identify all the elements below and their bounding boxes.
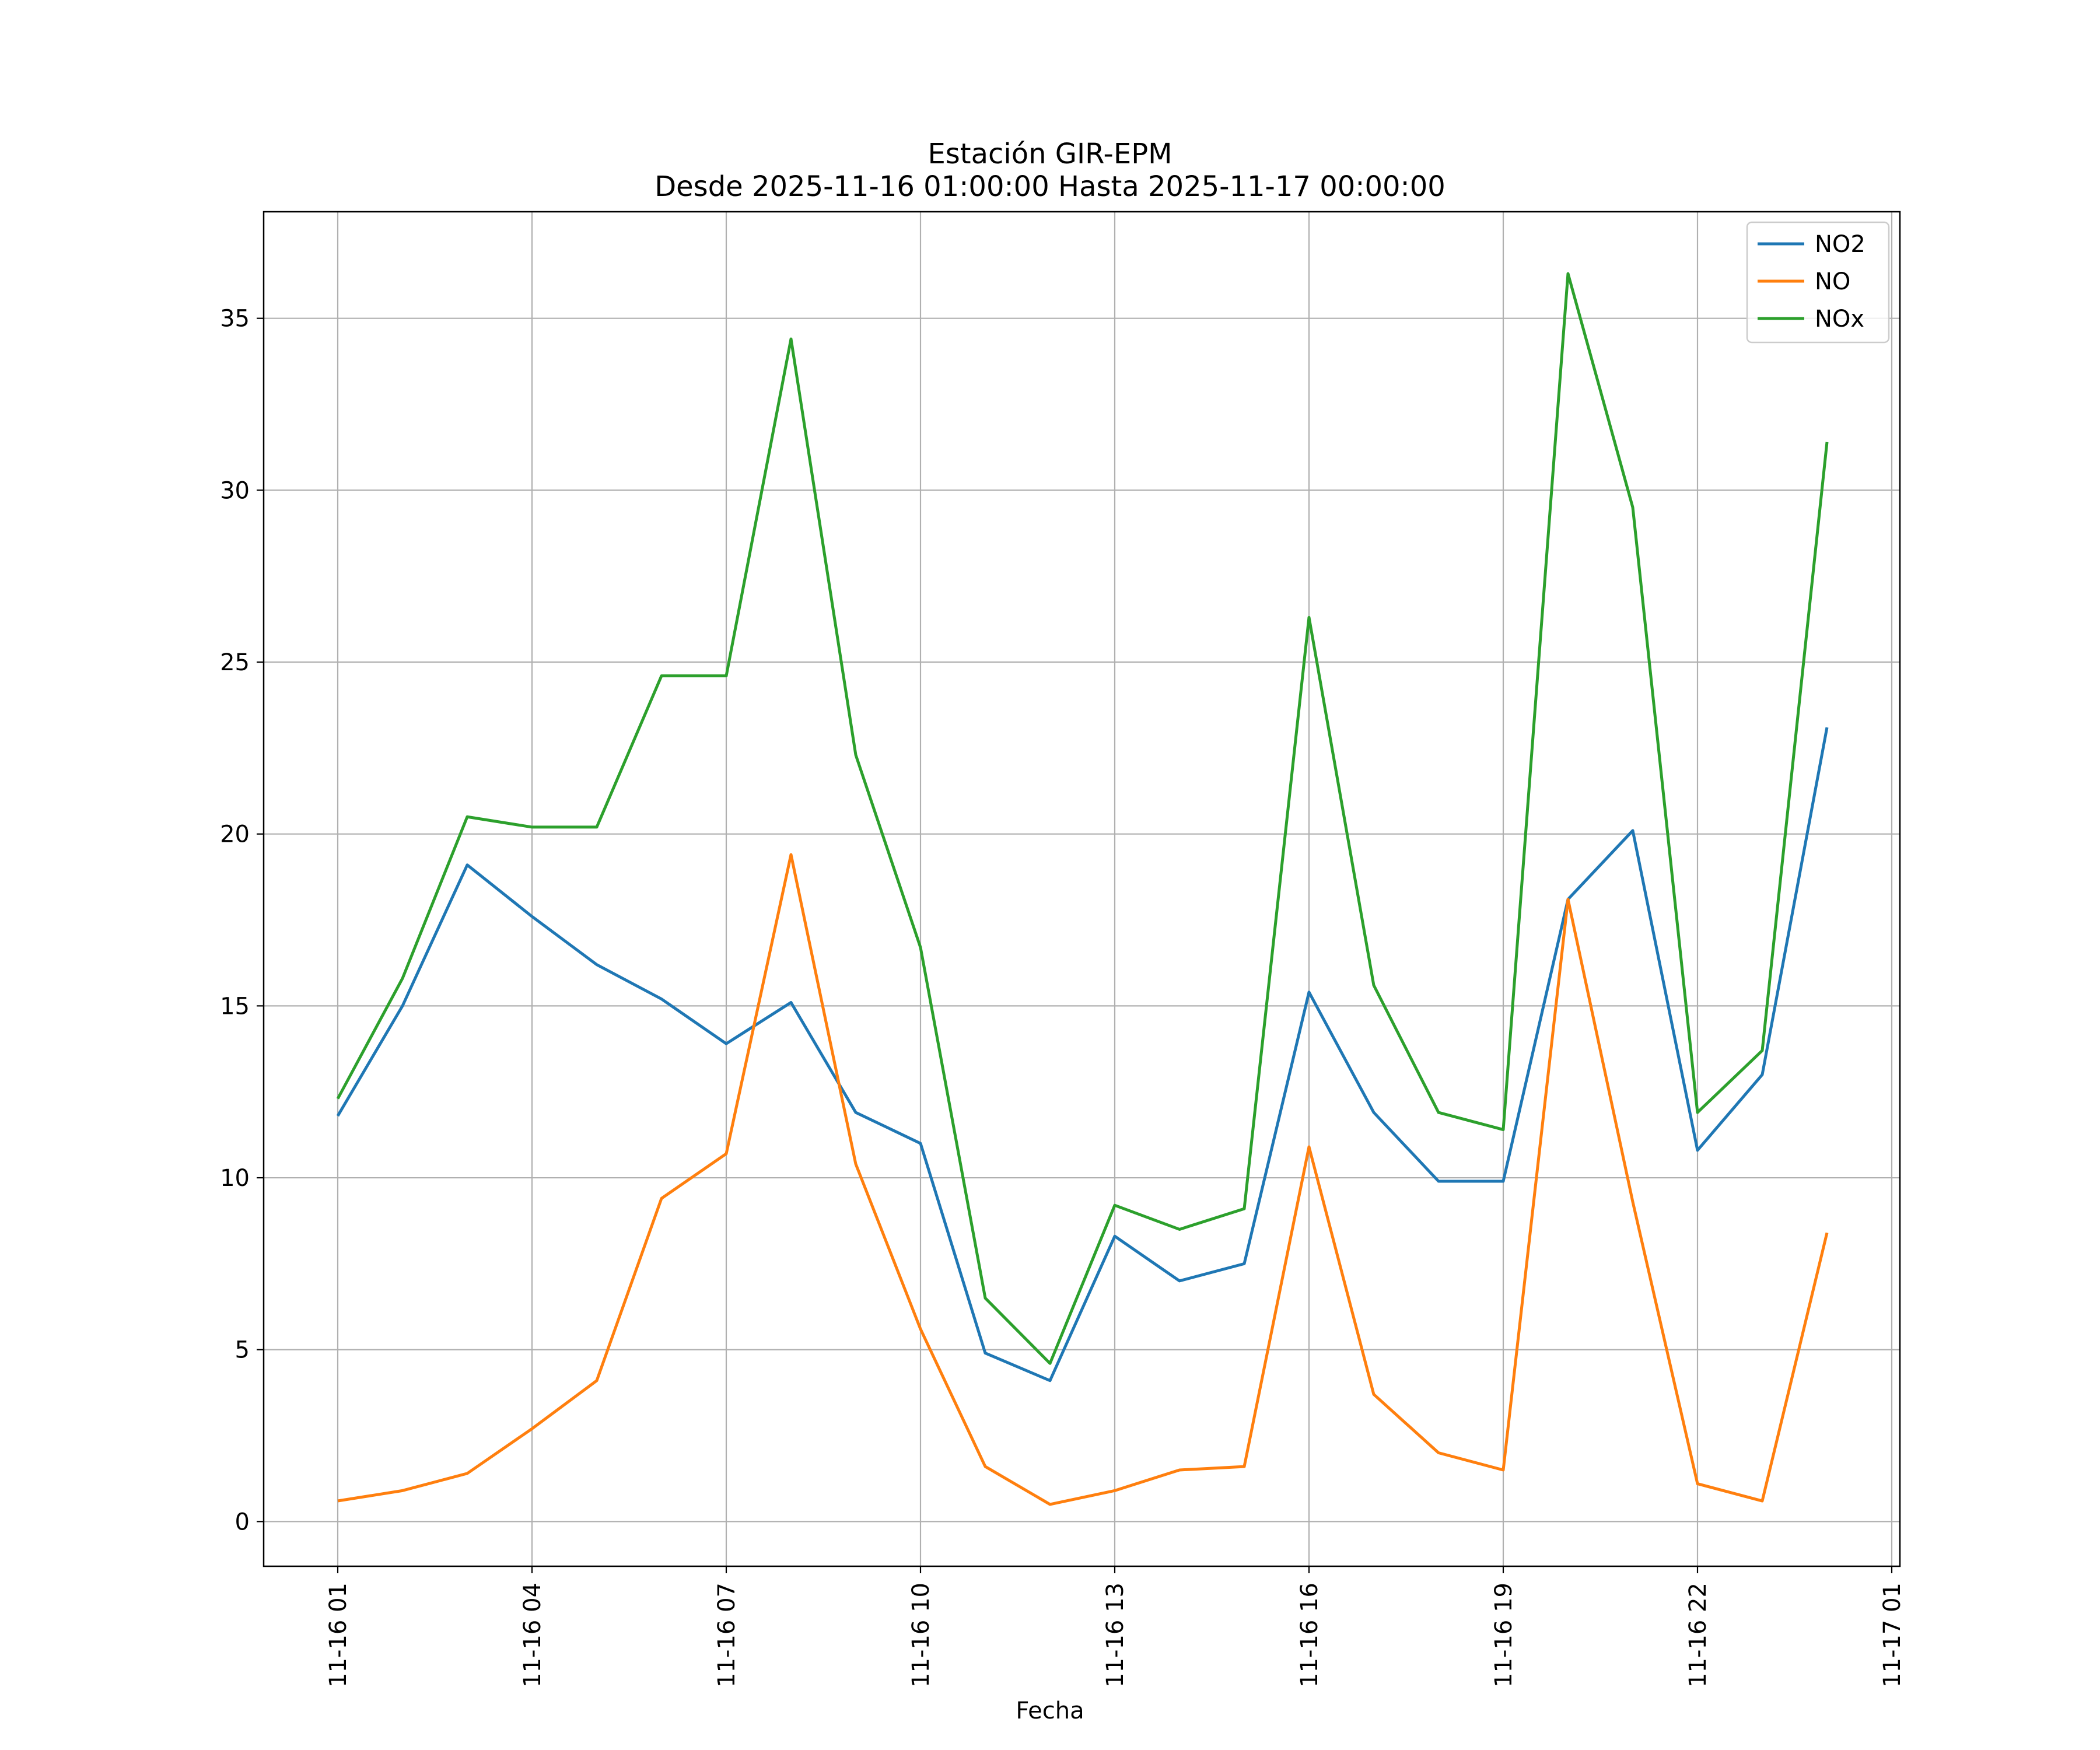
x-tick-label: 11-16 10 <box>908 1583 935 1688</box>
series-line-nox <box>336 272 1829 1365</box>
series-line-no <box>337 853 1829 1506</box>
legend-label-no: NO <box>1815 268 1850 295</box>
legend-label-no2: NO2 <box>1815 231 1866 258</box>
x-tick-label: 11-16 16 <box>1296 1583 1323 1688</box>
x-tick-label: 11-16 07 <box>713 1583 740 1688</box>
x-tick-label: 11-16 19 <box>1490 1583 1517 1688</box>
series-line-no2 <box>336 727 1829 1382</box>
y-tick-label: 35 <box>220 306 250 332</box>
y-tick-label: 10 <box>220 1165 250 1192</box>
y-axis: 0 5 10 15 20 25 30 35 <box>220 306 264 1535</box>
legend[interactable]: NO2 NO NOx <box>1746 221 1890 344</box>
chart-subtitle: Desde 2025-11-16 01:00:00 Hasta 2025-11-… <box>654 170 1446 203</box>
x-tick-label: 11-16 13 <box>1102 1583 1129 1688</box>
x-axis-label: Fecha <box>1016 1698 1084 1724</box>
y-tick-label: 30 <box>220 477 250 504</box>
y-tick-label: 15 <box>220 993 250 1020</box>
x-tick-label: 11-16 01 <box>325 1583 352 1688</box>
chart-title: Estación GIR-EPM <box>928 138 1172 170</box>
x-tick-label: 11-17 01 <box>1879 1583 1906 1688</box>
y-tick-label: 20 <box>220 821 250 848</box>
x-axis: 11-16 01 11-16 04 11-16 07 11-16 10 11-16 13… <box>325 1566 1906 1688</box>
legend-box <box>1746 221 1890 344</box>
y-tick-label: 5 <box>235 1337 250 1364</box>
x-tick-label: 11-16 22 <box>1685 1583 1712 1688</box>
series-lines <box>336 272 1829 1506</box>
plot-frame <box>262 211 1901 1567</box>
x-tick-label: 11-16 04 <box>519 1583 546 1688</box>
y-tick-label: 0 <box>235 1508 250 1535</box>
grid-lines <box>264 212 1900 1566</box>
legend-label-nox: NOx <box>1815 306 1864 332</box>
y-tick-label: 25 <box>220 649 250 676</box>
